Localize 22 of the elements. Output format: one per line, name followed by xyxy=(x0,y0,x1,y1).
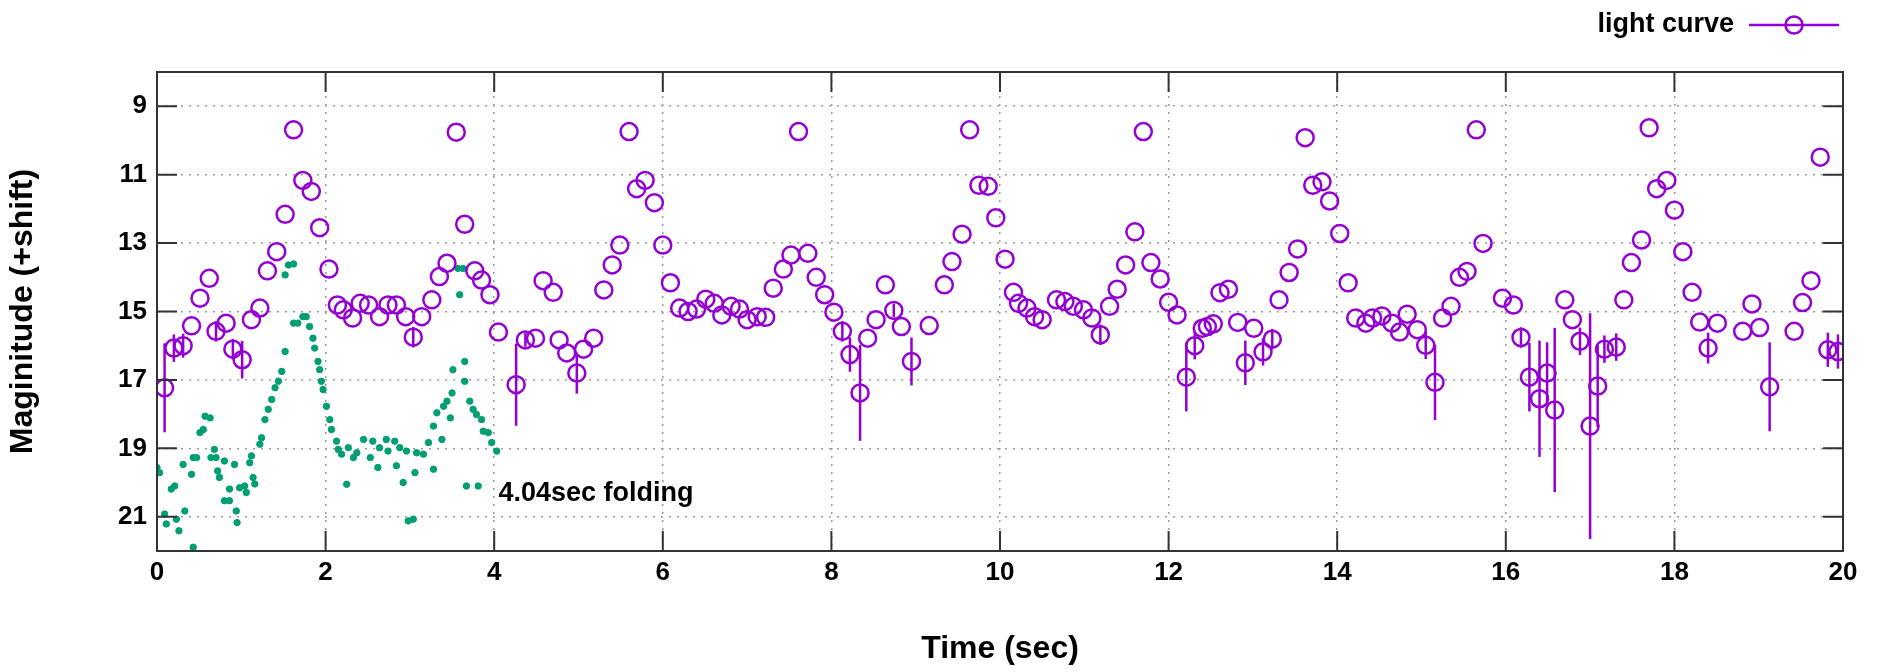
y-tick-label: 19 xyxy=(118,431,147,462)
y-tick-label: 13 xyxy=(118,226,147,257)
y-tick-label: 15 xyxy=(118,294,147,325)
y-tick-label: 11 xyxy=(119,157,147,188)
y-tick-label: 21 xyxy=(118,499,147,530)
annotation: 4.04sec folding xyxy=(498,477,694,508)
x-tick-label: 0 xyxy=(149,555,165,586)
x-tick-label: 12 xyxy=(1154,555,1184,586)
y-tick-label: 17 xyxy=(118,363,147,394)
x-tick-label: 6 xyxy=(655,555,671,586)
y-tick-label: 9 xyxy=(132,89,147,120)
x-tick-label: 2 xyxy=(318,555,333,586)
x-tick-label: 4 xyxy=(486,555,502,586)
x-tick-label: 18 xyxy=(1659,555,1689,586)
x-tick-label: 20 xyxy=(1828,555,1858,586)
x-axis-title: Time (sec) xyxy=(921,628,1079,665)
x-tick-label: 16 xyxy=(1491,555,1521,586)
x-tick-label: 10 xyxy=(985,555,1015,586)
y-axis-title: Maginitude (+shift) xyxy=(3,168,40,455)
x-tick-label: 8 xyxy=(824,555,839,586)
x-tick-label: 14 xyxy=(1322,555,1353,586)
legend-label: light curve xyxy=(1597,8,1734,39)
